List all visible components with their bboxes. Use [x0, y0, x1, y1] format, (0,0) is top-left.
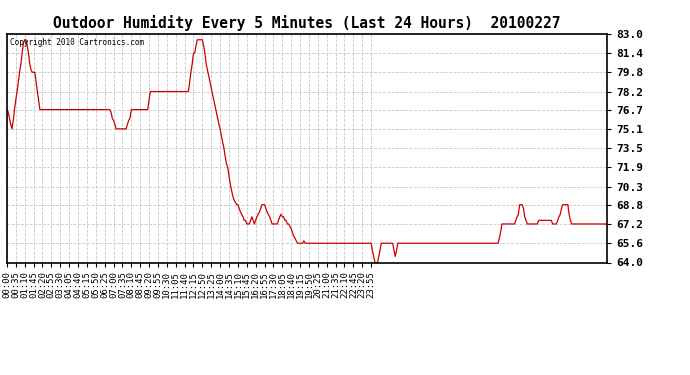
- Text: Copyright 2010 Cartronics.com: Copyright 2010 Cartronics.com: [10, 38, 144, 47]
- Title: Outdoor Humidity Every 5 Minutes (Last 24 Hours)  20100227: Outdoor Humidity Every 5 Minutes (Last 2…: [53, 15, 561, 31]
